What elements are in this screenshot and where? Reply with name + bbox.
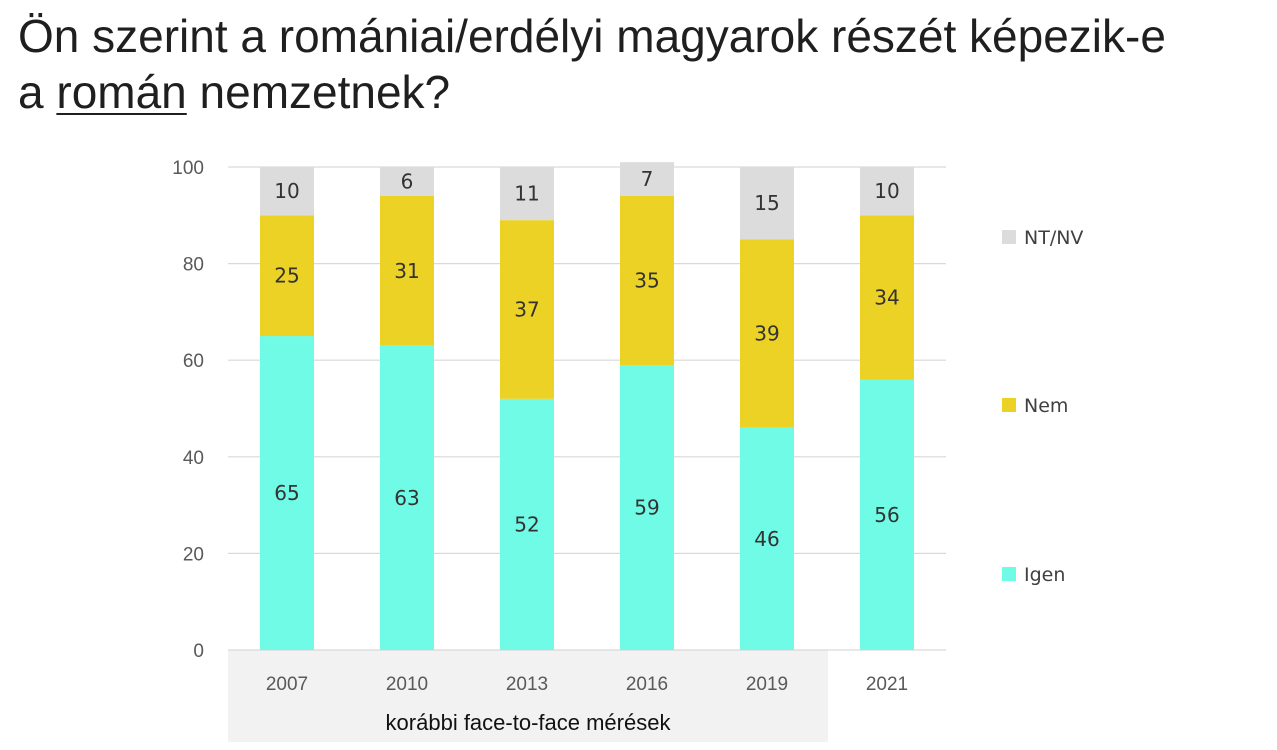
y-tick-label: 40 (183, 448, 204, 469)
bar-igen-2010 (380, 345, 434, 650)
bar-nem-2010 (380, 195, 434, 346)
data-label: 59 (634, 496, 659, 520)
bar-igen-2016 (620, 365, 674, 650)
data-label: 39 (754, 322, 779, 346)
x-tick-label: 2019 (746, 674, 788, 695)
title-word-a: a (18, 66, 44, 118)
bar-nt-nv-2021 (860, 167, 914, 216)
data-label: 56 (874, 503, 899, 527)
bar-nem-2013 (500, 220, 554, 399)
legend-label: Nem (1024, 395, 1068, 417)
bar-nem-2007 (260, 215, 314, 337)
title-underlined-word: román (56, 66, 187, 118)
y-tick-label: 100 (172, 158, 204, 179)
data-label: 6 (401, 169, 414, 193)
data-label: 10 (274, 179, 299, 203)
y-tick-label: 0 (193, 641, 204, 662)
y-tick-label: 80 (183, 255, 204, 276)
legend-label: NT/NV (1024, 227, 1083, 249)
data-label: 65 (274, 481, 299, 505)
bar-nt-nv-2010 (380, 167, 434, 196)
x-tick-label: 2021 (866, 674, 908, 695)
bar-nt-nv-2013 (500, 167, 554, 221)
data-label: 52 (514, 512, 539, 536)
data-label: 11 (514, 182, 539, 206)
x-tick-label: 2010 (386, 674, 428, 695)
data-label: 46 (754, 527, 779, 551)
data-label: 35 (634, 269, 659, 293)
bar-igen-2007 (260, 336, 314, 650)
bar-nt-nv-2016 (620, 162, 674, 196)
bar-igen-2019 (740, 427, 794, 650)
bar-nem-2019 (740, 239, 794, 428)
data-label: 37 (514, 297, 539, 321)
data-label: 10 (874, 179, 899, 203)
x-tick-label: 2013 (506, 674, 548, 695)
y-tick-label: 20 (183, 544, 204, 565)
bar-nem-2021 (860, 215, 914, 380)
data-label: 31 (394, 259, 419, 283)
bar-igen-2013 (500, 398, 554, 650)
bar-nt-nv-2019 (740, 167, 794, 240)
group-band (228, 650, 828, 742)
legend-swatch (1002, 230, 1016, 244)
group-label: korábbi face-to-face mérések (386, 710, 672, 735)
x-tick-label: 2007 (266, 674, 308, 695)
bar-igen-2021 (860, 379, 914, 650)
legend-label: Igen (1024, 564, 1065, 586)
data-label: 63 (394, 486, 419, 510)
title-line-1: Ön szerint a romániai/erdélyi magyarok r… (18, 10, 1166, 62)
data-label: 7 (641, 167, 654, 191)
bar-nem-2016 (620, 195, 674, 366)
data-label: 15 (754, 191, 779, 215)
bar-nt-nv-2007 (260, 167, 314, 216)
page-title: Ön szerint a romániai/erdélyi magyarok r… (18, 8, 1268, 120)
data-label: 25 (274, 264, 299, 288)
legend-swatch (1002, 398, 1016, 412)
legend-swatch (1002, 567, 1016, 581)
data-label: 34 (874, 285, 899, 309)
y-tick-label: 60 (183, 351, 204, 372)
title-line-2-end: nemzetnek? (199, 66, 451, 118)
x-tick-label: 2016 (626, 674, 668, 695)
